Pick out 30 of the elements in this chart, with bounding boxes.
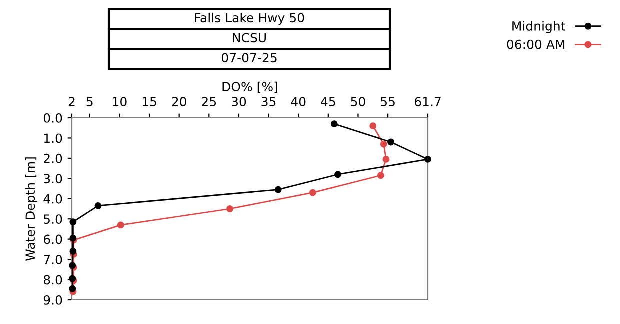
x-tick-label: 15 bbox=[142, 97, 156, 107]
y-tick-label: 9.0 bbox=[44, 295, 62, 305]
y-tick-label: 4.0 bbox=[44, 194, 62, 204]
y-tick-label: 6.0 bbox=[44, 234, 62, 244]
y-tick-label: 1.0 bbox=[44, 134, 62, 144]
y-tick-label: 5.0 bbox=[44, 214, 62, 224]
chart-title: Falls Lake Hwy 50 bbox=[195, 12, 304, 26]
legend-label: Midnight bbox=[512, 21, 566, 34]
x-tick-label: 45 bbox=[321, 97, 336, 107]
y-tick-label: 7.0 bbox=[44, 255, 62, 264]
x-tick-label: 5 bbox=[86, 97, 93, 107]
legend-label: 06:00 AM bbox=[507, 40, 565, 50]
y-tick-label: 8.0 bbox=[44, 275, 62, 285]
x-tick-label: 30 bbox=[232, 97, 246, 107]
x-tick-label: 35 bbox=[262, 97, 276, 107]
x-tick-label: 55 bbox=[381, 97, 395, 107]
y-tick-label: 0.0 bbox=[44, 113, 62, 123]
x-tick-label: 10 bbox=[113, 97, 127, 107]
x-axis-title: DO% [%] bbox=[222, 82, 278, 93]
x-tick-label: 40 bbox=[291, 97, 306, 107]
chart-subtitle: NCSU bbox=[233, 33, 266, 43]
x-tick-label: 2 bbox=[68, 97, 75, 106]
y-tick-label: 3.0 bbox=[44, 174, 62, 184]
x-tick-label: 20 bbox=[172, 97, 186, 107]
y-tick-label: 2.0 bbox=[44, 154, 62, 164]
x-tick-label: 61.7 bbox=[414, 97, 441, 107]
text: 07-07-25 bbox=[222, 53, 277, 63]
y-axis-title: Water Depth [m] bbox=[25, 158, 38, 262]
x-tick-label: 50 bbox=[351, 97, 366, 107]
x-tick-label: 25 bbox=[202, 97, 216, 107]
